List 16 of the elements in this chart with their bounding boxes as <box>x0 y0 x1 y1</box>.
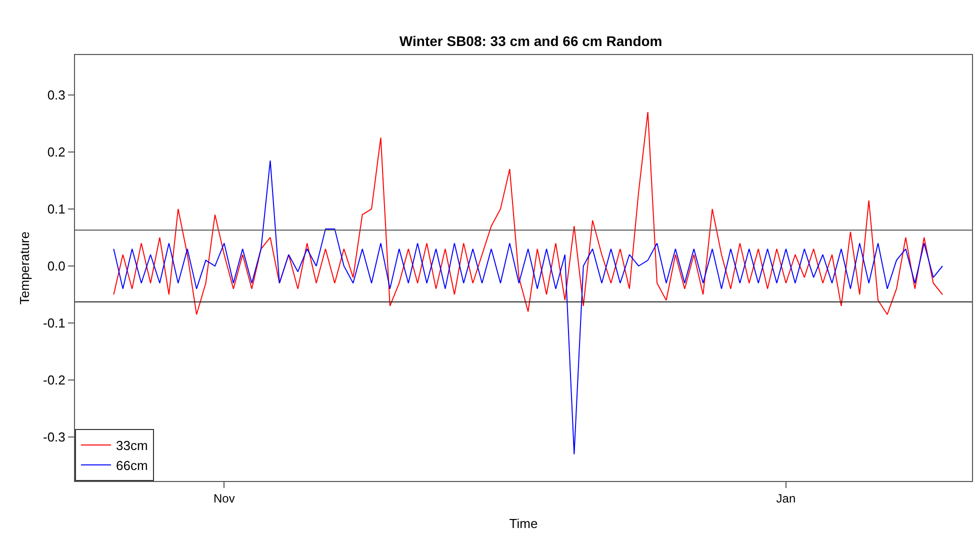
x-axis-title: Time <box>509 516 538 531</box>
y-tick-label: 0.3 <box>47 87 66 102</box>
legend-label: 33cm <box>116 438 148 454</box>
line-series <box>113 160 944 455</box>
x-tick-label: Jan <box>776 491 796 506</box>
legend-label: 66cm <box>116 458 148 473</box>
x-tick-label: Nov <box>214 491 235 506</box>
chart-title: Winter SB08: 33 cm and 66 cm Random <box>399 33 662 50</box>
y-tick-label: -0.3 <box>42 430 66 445</box>
y-tick-label: 0.0 <box>47 258 66 274</box>
y-axis-title: Temperature <box>16 232 32 304</box>
y-tick-label: -0.2 <box>42 372 66 388</box>
y-tick-label: 0.2 <box>47 144 66 160</box>
line-series <box>113 112 944 315</box>
y-tick-label: -0.1 <box>42 316 66 331</box>
y-tick-label: 0.1 <box>47 202 66 217</box>
